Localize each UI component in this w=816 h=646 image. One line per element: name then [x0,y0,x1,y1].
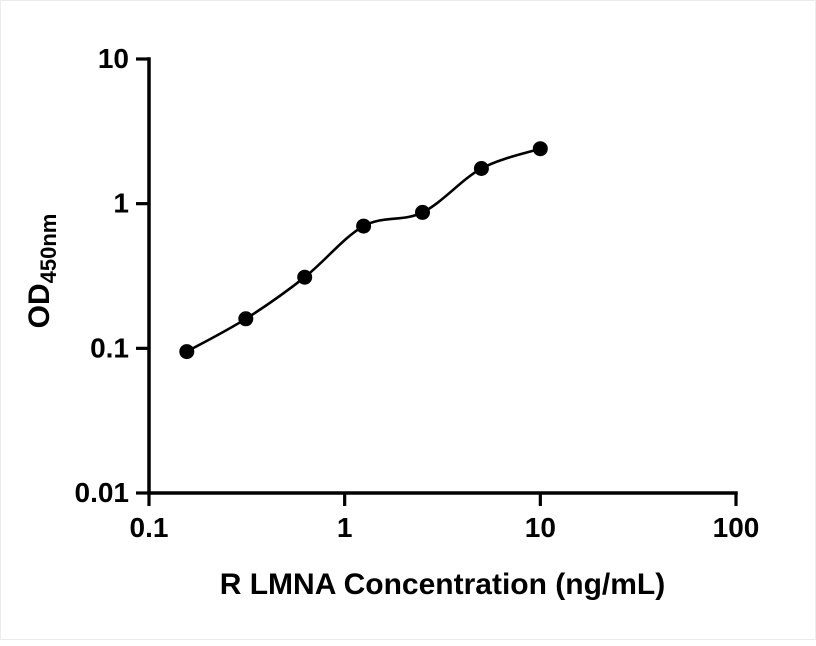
y-tick-label: 0.01 [75,477,130,508]
y-axis-title-main: OD [23,283,56,328]
data-point-marker [238,311,254,327]
x-tick-label: 100 [713,512,760,543]
data-point-marker [473,161,489,176]
y-axis-title: OD450nm [23,214,61,329]
data-point-marker [297,269,313,285]
x-axis-title: R LMNA Concentration (ng/mL) [220,568,666,601]
x-tick-label: 1 [337,512,353,543]
data-point-marker [356,218,372,234]
data-point-marker [179,344,195,360]
y-tick-label: 1 [113,188,129,219]
x-tick-label: 0.1 [130,512,169,543]
data-point-marker [415,204,430,220]
x-tick-label: 10 [525,512,556,543]
y-axis-title-subscript: 450nm [36,214,61,284]
data-point-marker [532,141,548,157]
y-tick-label: 10 [98,43,129,74]
y-tick-label: 0.1 [90,332,129,363]
